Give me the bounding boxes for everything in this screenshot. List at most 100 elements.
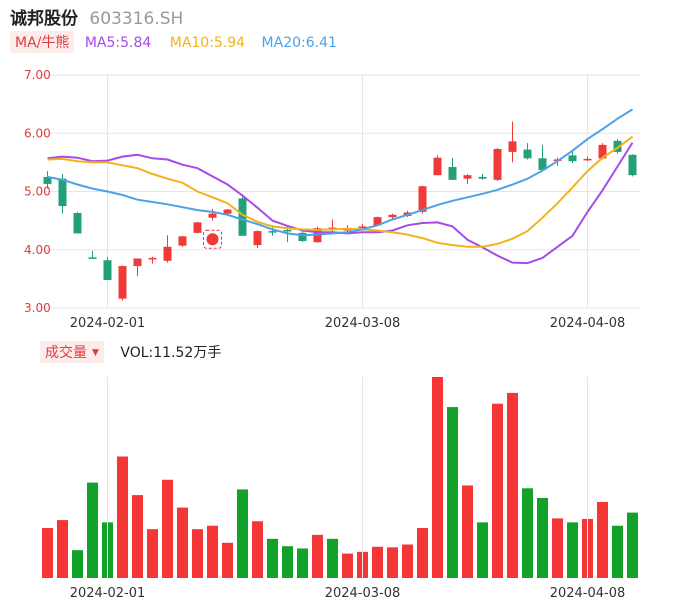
volume-bar bbox=[372, 546, 383, 578]
volume-toggle-label: 成交量 bbox=[45, 345, 87, 361]
candle-body bbox=[238, 198, 247, 236]
volume-bar bbox=[522, 488, 533, 578]
volume-bar bbox=[402, 544, 413, 578]
volume-bar bbox=[612, 525, 623, 578]
volume-bar bbox=[492, 403, 503, 578]
candle-body bbox=[253, 231, 262, 246]
volume-bar bbox=[627, 512, 638, 578]
volume-bar bbox=[567, 522, 578, 578]
volume-bar bbox=[192, 529, 203, 578]
x-tick-label: 2024-02-01 bbox=[70, 586, 146, 601]
volume-bar bbox=[222, 542, 233, 578]
stock-code: 603316.SH bbox=[89, 9, 184, 29]
candle-body bbox=[148, 257, 157, 260]
volume-bar bbox=[312, 534, 323, 578]
candle-body bbox=[58, 178, 67, 207]
volume-legend: 成交量 ▼ VOL:11.52万手 bbox=[40, 341, 221, 363]
stock-header: 诚邦股份 603316.SH bbox=[10, 4, 183, 29]
candle-body bbox=[103, 260, 112, 281]
volume-bar bbox=[432, 377, 443, 578]
volume-bar bbox=[477, 522, 488, 578]
stock-name: 诚邦股份 bbox=[10, 9, 78, 29]
y-tick-label: 6.00 bbox=[24, 126, 51, 140]
ma-legend: MA/牛熊 MA5:5.84 MA10:5.94 MA20:6.41 bbox=[10, 31, 337, 53]
volume-toggle-button[interactable]: 成交量 ▼ bbox=[40, 341, 104, 363]
volume-bar bbox=[507, 392, 518, 578]
y-tick-label: 5.00 bbox=[24, 185, 51, 199]
candle-body bbox=[598, 144, 607, 159]
candle-body bbox=[523, 149, 532, 159]
candle-body bbox=[88, 257, 97, 259]
volume-bar bbox=[597, 501, 608, 578]
candle-body bbox=[283, 229, 292, 232]
x-tick-label: 2024-02-01 bbox=[70, 316, 146, 331]
candle-body bbox=[268, 231, 277, 233]
volume-bar bbox=[267, 538, 278, 578]
candle-body bbox=[388, 214, 397, 218]
volume-bar bbox=[87, 482, 98, 578]
ma-line-ma20 bbox=[47, 108, 634, 237]
x-tick-label: 2024-03-08 bbox=[325, 316, 401, 331]
volume-bar bbox=[297, 548, 308, 578]
candle-body bbox=[583, 158, 592, 161]
ma-line-ma10 bbox=[47, 135, 634, 248]
volume-bar bbox=[417, 528, 428, 578]
volume-bar bbox=[252, 521, 263, 578]
x-tick-label: 2024-04-08 bbox=[550, 586, 626, 601]
x-tick-label: 2024-03-08 bbox=[325, 586, 401, 601]
candle-body bbox=[433, 157, 442, 176]
volume-bar bbox=[552, 518, 563, 578]
volume-bar bbox=[282, 546, 293, 578]
candle-body bbox=[193, 222, 202, 233]
candle-body bbox=[163, 246, 172, 261]
volume-bar bbox=[57, 520, 68, 578]
volume-bar bbox=[132, 495, 143, 578]
y-tick-label: 4.00 bbox=[24, 243, 51, 257]
y-tick-label: 7.00 bbox=[24, 68, 51, 82]
candle-body bbox=[478, 176, 487, 179]
volume-bar bbox=[207, 525, 218, 578]
volume-bar bbox=[462, 485, 473, 578]
volume-bar bbox=[327, 538, 338, 578]
event-marker-icon bbox=[206, 233, 219, 246]
candle-body bbox=[508, 141, 517, 152]
volume-bar bbox=[117, 456, 128, 578]
volume-bar bbox=[387, 547, 398, 578]
volume-bar bbox=[42, 528, 53, 578]
volume-bar bbox=[447, 407, 458, 578]
candle-body bbox=[178, 236, 187, 246]
candle-body bbox=[628, 154, 637, 176]
volume-bar bbox=[237, 489, 248, 578]
volume-bar bbox=[537, 497, 548, 578]
volume-bar bbox=[342, 553, 353, 578]
volume-value: VOL:11.52万手 bbox=[120, 345, 222, 361]
ma20-label: MA20:6.41 bbox=[261, 35, 337, 51]
volume-bar bbox=[177, 507, 188, 578]
candle-body bbox=[373, 217, 382, 226]
x-tick-label: 2024-04-08 bbox=[550, 316, 626, 331]
candle-body bbox=[358, 226, 367, 228]
candle-body bbox=[208, 213, 217, 218]
candle-body bbox=[463, 175, 472, 179]
candle-body bbox=[418, 186, 427, 212]
ma-toggle-button[interactable]: MA/牛熊 bbox=[10, 31, 75, 53]
candle-body bbox=[223, 209, 232, 214]
ma5-label: MA5:5.84 bbox=[84, 35, 152, 51]
caret-down-icon: ▼ bbox=[92, 348, 99, 358]
volume-bar bbox=[162, 479, 173, 578]
ma10-label: MA10:5.94 bbox=[169, 35, 246, 51]
event-marker-frame bbox=[203, 229, 222, 249]
candle-body bbox=[133, 258, 142, 267]
candle-body bbox=[118, 266, 127, 299]
y-tick-label: 3.00 bbox=[24, 301, 51, 315]
candle-body bbox=[493, 148, 502, 180]
volume-bar bbox=[147, 529, 158, 578]
candle-body bbox=[448, 167, 457, 180]
candle-body bbox=[613, 140, 622, 152]
volume-bar bbox=[72, 550, 83, 578]
candle-body bbox=[298, 232, 307, 242]
candle-body bbox=[43, 176, 52, 184]
candle-body bbox=[538, 158, 547, 170]
candle-body bbox=[568, 155, 577, 162]
